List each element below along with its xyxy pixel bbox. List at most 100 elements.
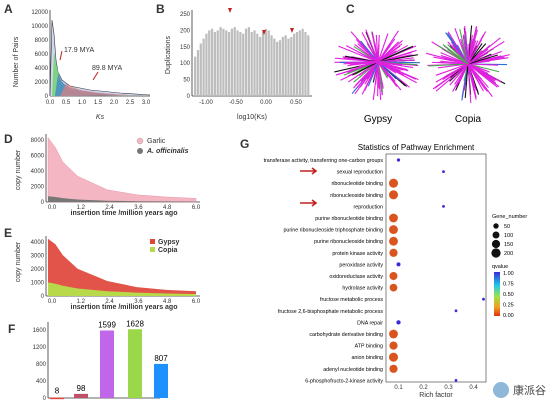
panel-d-xtick: 4.8 bbox=[163, 205, 172, 211]
panel-g-category: 6-phosphofructo-2-kinase activity bbox=[305, 378, 383, 384]
watermark: 康派谷 bbox=[493, 382, 546, 398]
panel-d-legend-officinalis-swatch bbox=[137, 148, 143, 154]
panel-c-branch bbox=[461, 47, 469, 65]
panel-g-xtick: 0.4 bbox=[469, 385, 478, 391]
panel-g-letter: G bbox=[240, 137, 249, 151]
panel-c-branch bbox=[377, 61, 382, 100]
panel-b-bar bbox=[295, 32, 299, 96]
panel-f: F 0 400 800 1200 1600 8 98 1599 1628 807 bbox=[8, 319, 168, 402]
panel-a-xtick: 2.0 bbox=[110, 100, 119, 106]
panel-d-legend-garlic: Garlic bbox=[147, 138, 166, 145]
panel-g-category: purine ribonucleotide binding bbox=[315, 216, 383, 222]
panel-d-xtick: 2.4 bbox=[105, 205, 114, 211]
panel-b-bar bbox=[236, 30, 239, 96]
panel-c-branch bbox=[354, 43, 379, 63]
panel-c-branch bbox=[372, 61, 379, 100]
panel-e-ytick: 3000 bbox=[31, 254, 45, 260]
panel-c-branch bbox=[447, 31, 469, 65]
panel-f-bar-label: 1599 bbox=[98, 320, 116, 329]
panel-c-branch bbox=[361, 32, 379, 63]
panel-b-bar bbox=[222, 28, 225, 96]
panel-c-branch bbox=[467, 63, 488, 72]
panel-c-branch bbox=[466, 43, 469, 65]
panel-b-bar bbox=[199, 43, 202, 96]
panel-a-arrow-1 bbox=[59, 50, 63, 61]
panel-c-copia-tree bbox=[425, 25, 510, 103]
panel-b-bar bbox=[256, 33, 259, 96]
panel-d-letter: D bbox=[4, 132, 13, 146]
panel-e-xtick: 6.0 bbox=[192, 299, 201, 305]
panel-b-ytick: 150 bbox=[180, 45, 191, 51]
panel-f-ytick: 400 bbox=[36, 379, 47, 385]
panel-b-bar bbox=[270, 35, 273, 96]
panel-a-arrow-2 bbox=[92, 71, 99, 81]
panel-g-points: transferase activity, transferring one-c… bbox=[264, 158, 485, 384]
panel-b-xtick: 0.50 bbox=[290, 100, 302, 106]
panel-b-bar bbox=[225, 30, 228, 96]
panel-b-xticks: -1.00 -0.50 0.00 0.50 bbox=[199, 100, 302, 106]
panel-g-category: anion binding bbox=[351, 355, 383, 361]
panel-c-branch bbox=[351, 58, 379, 63]
panel-d-ytick: 6000 bbox=[31, 154, 45, 160]
panel-c-branch bbox=[345, 45, 379, 63]
panel-g-point bbox=[388, 178, 399, 188]
panel-f-bar bbox=[50, 397, 64, 400]
panel-a-letter: A bbox=[4, 2, 13, 16]
panel-g-xtick: 0.2 bbox=[419, 385, 428, 391]
panel-b-bar bbox=[284, 35, 287, 96]
panel-c-copia-label: Copia bbox=[455, 114, 482, 125]
panel-b-bar bbox=[194, 56, 197, 96]
panel-g-color-legend-label: 0.25 bbox=[503, 303, 514, 309]
panel-a-xtick: 0.5 bbox=[62, 100, 71, 106]
panel-b-bar bbox=[287, 38, 290, 96]
panel-f-bars: 8 98 1599 1628 807 bbox=[50, 319, 168, 400]
panel-g-size-legend-dot bbox=[493, 223, 499, 229]
panel-d-xtick: 0.0 bbox=[48, 205, 57, 211]
panel-g-category: purine ribonucleoside triphosphate bindi… bbox=[283, 228, 383, 234]
panel-e: E copy number 0 1000 2000 3000 4000 0.0 1.2 2.… bbox=[4, 226, 201, 311]
panel-g-category: protein kinase activity bbox=[332, 251, 383, 257]
panel-g-point bbox=[389, 225, 398, 235]
panel-b-bar bbox=[250, 32, 253, 96]
panel-c-gypsy-label: Gypsy bbox=[364, 114, 392, 125]
panel-b-bar bbox=[267, 30, 270, 96]
panel-f-ytick: 800 bbox=[36, 362, 47, 368]
panel-g-category: fructose 2,6-bisphosphate metabolic proc… bbox=[278, 309, 383, 315]
panel-c-branch bbox=[377, 57, 414, 63]
panel-g-color-legend: 1.00 0.75 0.50 0.25 0.00 bbox=[503, 271, 514, 319]
panel-c-branch bbox=[377, 45, 391, 63]
panel-a-ytick: 10000 bbox=[31, 24, 48, 30]
panel-a-ks-red bbox=[60, 84, 130, 96]
panel-c-branch bbox=[467, 63, 477, 91]
panel-c-branch bbox=[467, 39, 482, 65]
panel-c-branch bbox=[449, 63, 469, 86]
panel-a-ytick: 6000 bbox=[35, 52, 49, 58]
panel-b-bar bbox=[264, 28, 267, 96]
panel-f-bar bbox=[100, 330, 114, 398]
panel-b-bar bbox=[261, 32, 265, 96]
panel-g-category: carbohydrate derivative binding bbox=[309, 332, 383, 338]
panel-f-bar-label: 8 bbox=[55, 387, 60, 396]
panel-c-gypsy-tree bbox=[334, 29, 420, 100]
panel-c-branch bbox=[428, 63, 469, 67]
panel-g-size-legend-dot bbox=[491, 248, 501, 258]
panel-g-arrow-2 bbox=[300, 199, 318, 207]
panel-g-point bbox=[388, 352, 399, 362]
panel-c-branch bbox=[435, 63, 469, 76]
panel-g-category: ATP binding bbox=[355, 344, 383, 350]
panel-f-ytick: 0 bbox=[43, 396, 47, 402]
panel-e-ytick: 0 bbox=[41, 294, 45, 300]
panel-a-annotation-1: 17.9 MYA bbox=[64, 47, 95, 54]
panel-f-bar-label: 807 bbox=[154, 354, 168, 363]
panel-c-branch bbox=[371, 31, 379, 63]
panel-g: G Statistics of Pathway Enrichment trans… bbox=[240, 137, 527, 399]
panel-b-bar bbox=[208, 30, 211, 96]
panel-c-branch bbox=[365, 29, 379, 63]
panel-b-ytick: 0 bbox=[187, 94, 191, 100]
panel-e-xticks: 0.0 1.2 2.4 3.6 4.8 6.0 bbox=[48, 299, 201, 305]
panel-g-point bbox=[396, 320, 401, 325]
watermark-logo-icon bbox=[493, 382, 509, 398]
panel-g-point bbox=[389, 364, 398, 373]
panel-d-ytick: 2000 bbox=[31, 185, 45, 191]
panel-g-point bbox=[454, 379, 458, 382]
